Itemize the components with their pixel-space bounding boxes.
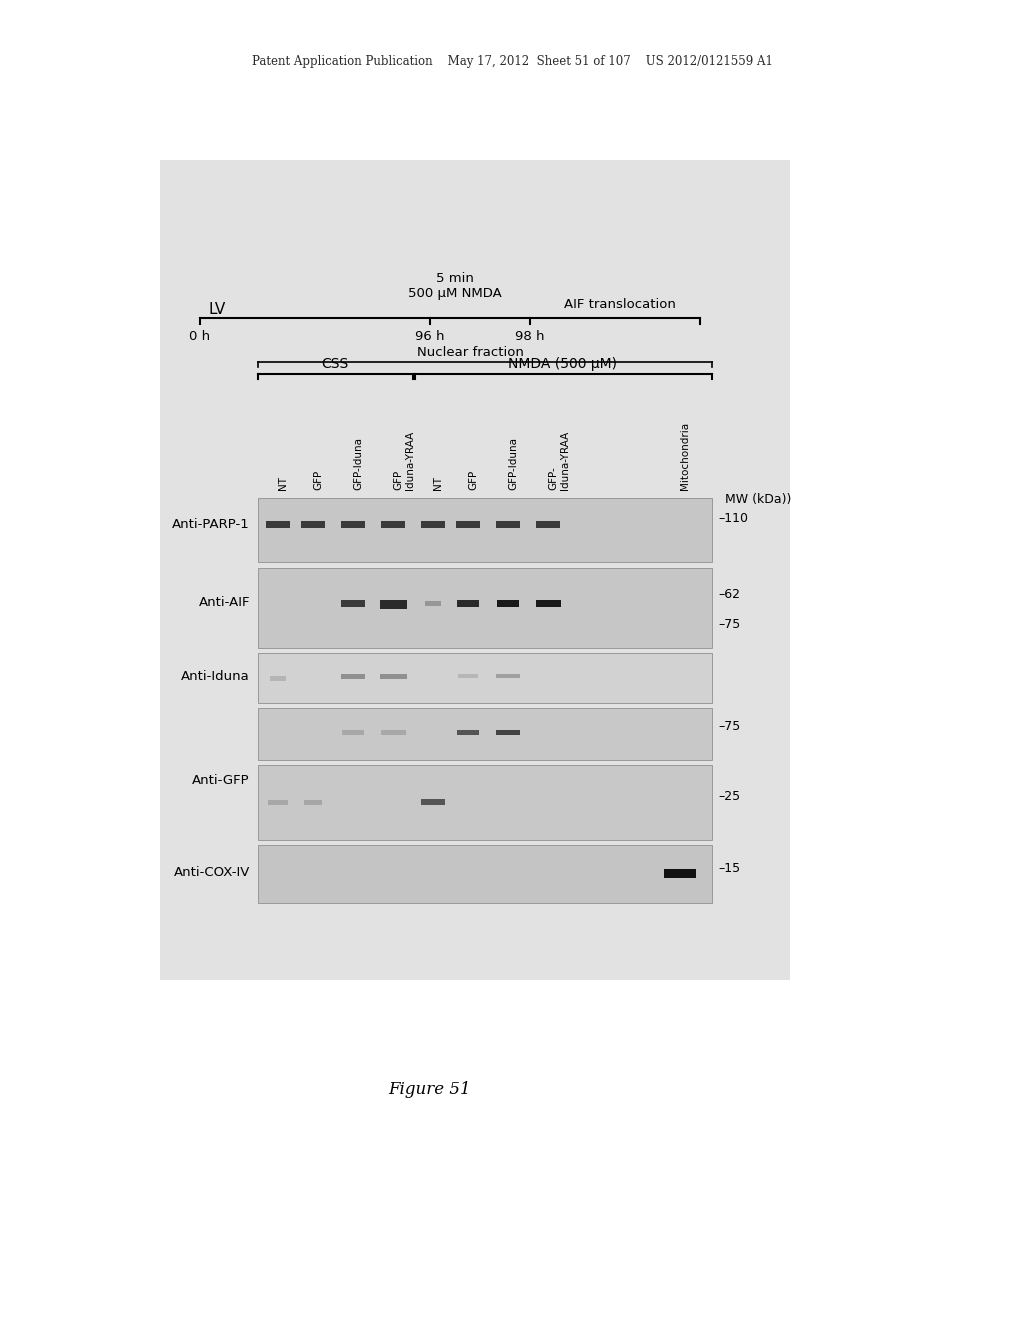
Text: GFP: GFP [313,470,323,490]
Text: Anti-COX-IV: Anti-COX-IV [174,866,250,879]
Bar [536,520,560,528]
Text: CSS: CSS [322,356,348,371]
Text: NT: NT [433,477,443,490]
Bar [425,601,441,606]
Bar [341,520,365,528]
Bar [381,520,406,528]
Text: Figure 51: Figure 51 [389,1081,471,1098]
Text: NT: NT [278,477,288,490]
Bar [258,498,712,562]
Text: GFP-Iduna: GFP-Iduna [353,437,362,490]
Bar [421,799,445,805]
Text: 500 μM NMDA: 500 μM NMDA [409,288,502,301]
Bar [342,730,364,734]
Bar [496,675,520,678]
Bar [497,599,519,606]
Bar [258,708,712,760]
Text: 96 h: 96 h [416,330,444,342]
Bar [258,568,712,648]
Bar [380,599,407,609]
Text: 0 h: 0 h [189,330,211,342]
Bar [457,730,479,734]
Bar [458,675,478,678]
Text: GFP-
Iduna-YRAA: GFP- Iduna-YRAA [548,430,569,490]
Bar [258,845,712,903]
Text: GFP
Iduna-YRAA: GFP Iduna-YRAA [393,430,415,490]
Bar [258,766,712,840]
Text: Mitochondria: Mitochondria [680,422,690,490]
Text: Anti-AIF: Anti-AIF [199,597,250,610]
Bar [496,520,520,528]
Text: Patent Application Publication    May 17, 2012  Sheet 51 of 107    US 2012/01215: Patent Application Publication May 17, 2… [252,55,772,69]
Text: GFP: GFP [468,470,478,490]
Bar [664,869,696,878]
Text: –62: –62 [718,589,740,602]
Bar [496,730,520,734]
Text: –25: –25 [718,791,740,804]
Bar [258,653,712,704]
Bar [341,599,365,606]
Text: AIF translocation: AIF translocation [564,298,676,312]
Bar [457,599,479,606]
Text: –75: –75 [718,619,740,631]
Text: Nuclear fraction: Nuclear fraction [417,346,523,359]
Text: GFP-Iduna: GFP-Iduna [508,437,518,490]
Bar [301,520,325,528]
Text: LV: LV [208,302,225,318]
Bar [341,673,365,678]
Bar [270,676,286,681]
Bar [160,160,790,979]
Text: Anti-PARP-1: Anti-PARP-1 [172,517,250,531]
Text: NMDA (500 μM): NMDA (500 μM) [509,356,617,371]
Text: MW (kDa)): MW (kDa)) [725,494,792,507]
Text: –15: –15 [718,862,740,874]
Bar [421,520,445,528]
Text: Anti-Iduna: Anti-Iduna [181,669,250,682]
Bar [380,673,407,678]
Bar [456,520,480,528]
Text: –75: –75 [718,721,740,734]
Bar [268,800,288,804]
Bar [266,520,290,528]
Bar [304,800,322,804]
Text: –110: –110 [718,512,748,525]
Text: 98 h: 98 h [515,330,545,342]
Bar [536,599,560,606]
Text: 5 min: 5 min [436,272,474,285]
Text: Anti-GFP: Anti-GFP [193,774,250,787]
Bar [381,730,406,734]
